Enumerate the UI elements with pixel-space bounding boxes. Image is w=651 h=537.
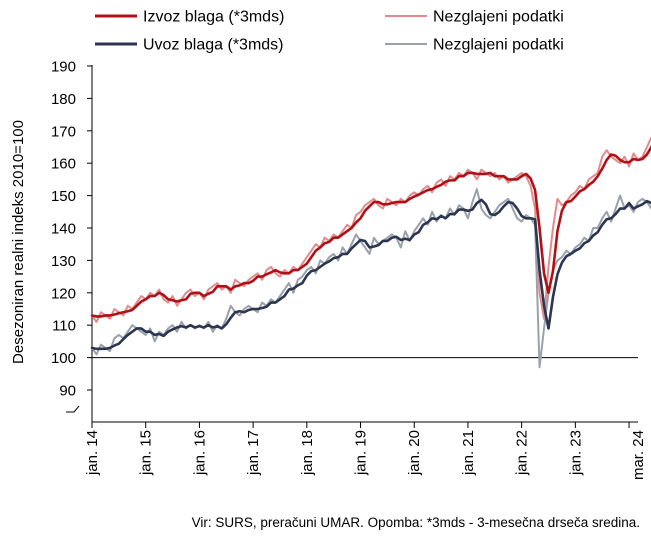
y-tick-label: 110 <box>52 318 76 335</box>
y-tick-label: 90 <box>59 383 76 400</box>
chart-legend: Izvoz blaga (*3mds) Nezglajeni podatki Uvo… <box>95 9 564 54</box>
series-layer <box>90 136 651 369</box>
y-tick-label: 140 <box>51 221 76 238</box>
x-tick-label: jan. 15 <box>138 430 155 476</box>
x-tick-label: jan. 22 <box>514 430 531 476</box>
x-tick-label: jan. 19 <box>353 430 370 476</box>
x-tick-label: jan. 20 <box>406 430 423 476</box>
legend-label-import_3m: Uvoz blaga (*3mds) <box>143 37 284 54</box>
y-tick-label: 170 <box>51 123 76 140</box>
legend-label-import_raw: Nezglajeni podatki <box>433 37 564 54</box>
y-tick-label: 100 <box>51 350 76 367</box>
x-tick-label: jan. 18 <box>299 430 316 476</box>
y-tick-label: 130 <box>51 253 76 270</box>
legend-label-export_3m: Izvoz blaga (*3mds) <box>143 9 284 26</box>
series-line-export_3m <box>90 144 651 318</box>
legend-label-export_raw: Nezglajeni podatki <box>433 9 564 26</box>
series-line-import_raw <box>91 188 651 369</box>
x-tick-label: jan. 14 <box>84 430 101 476</box>
y-tick-label: 160 <box>51 156 76 173</box>
x-tick-label: jan. 17 <box>245 430 262 476</box>
x-tick-label: jan. 21 <box>460 430 477 476</box>
x-axis: jan. 14 jan. 15 jan. 16 jan. 17 jan. 18 jan. … <box>84 421 647 480</box>
series-line-export_raw <box>91 136 651 323</box>
source-note: Vir: SURS, preračuni UMAR. Opomba: *3mds… <box>192 515 640 530</box>
y-tick-label: 120 <box>51 285 76 302</box>
axis-break-mark <box>66 405 80 413</box>
x-tick-label: jan. 23 <box>567 430 584 476</box>
series-line-import_3m <box>90 198 651 351</box>
y-axis: 90 100 110 120 130 140 150 160 170 180 190 <box>51 59 638 422</box>
y-axis-label: Desezoniran realni indeks 2010=100 <box>10 120 27 364</box>
x-tick-label: jan. 16 <box>191 430 208 476</box>
y-tick-label: 190 <box>51 59 76 76</box>
x-tick-label: mar. 24 <box>630 430 647 480</box>
y-tick-label: 150 <box>51 188 76 205</box>
y-tick-label: 180 <box>51 91 76 108</box>
